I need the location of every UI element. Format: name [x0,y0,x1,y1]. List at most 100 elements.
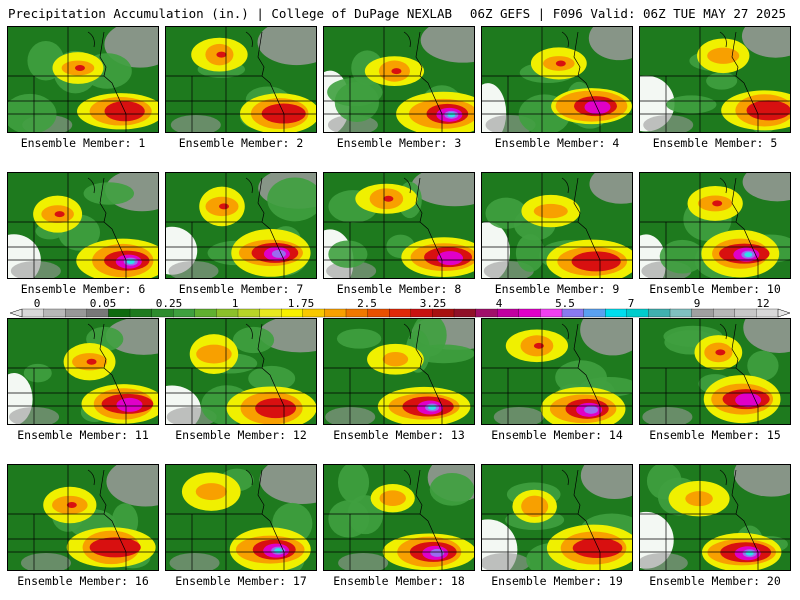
colorbar-swatch [583,308,606,318]
ensemble-member-map [323,464,475,571]
colorbar-swatch [21,308,45,318]
colorbar-tick-label: 12 [756,298,769,310]
precip-map [166,319,316,424]
colorbar-swatch [324,308,347,318]
colorbar-tick-label: 4 [496,298,503,310]
ensemble-member-map [7,26,159,133]
ensemble-member-label: Ensemble Member: 16 [17,574,149,588]
precip-map [166,173,316,278]
precip-map [324,319,474,424]
colorbar-swatch [281,308,304,318]
precip-map [640,173,790,278]
precip-colorbar: 0 0.05 0.25 1 1.75 2.5 3.25 4 5.5 7 9 12 [8,298,792,320]
ensemble-member-label: Ensemble Member: 3 [336,136,462,150]
ensemble-member-label: Ensemble Member: 15 [649,428,781,442]
precip-map [166,465,316,570]
colorbar-swatch [43,308,66,318]
colorbar-swatch [216,308,239,318]
ensemble-member-label: Ensemble Member: 18 [333,574,465,588]
precip-map [640,319,790,424]
ensemble-member-label: Ensemble Member: 2 [178,136,304,150]
precip-map [640,27,790,132]
colorbar-swatch [173,308,196,318]
colorbar-swatch [86,308,110,318]
ensemble-member-label: Ensemble Member: 17 [175,574,307,588]
colorbar-tick-label: 9 [694,298,701,310]
colorbar-max-arrow [777,308,791,318]
colorbar-swatch [129,308,153,318]
colorbar-swatch [237,308,261,318]
colorbar-tick-label: 0.25 [156,298,183,310]
colorbar-tick-label: 1 [232,298,239,310]
colorbar-swatch [669,308,693,318]
ensemble-member-map [165,464,317,571]
colorbar-tick-label: 0.05 [90,298,117,310]
colorbar-tick-label: 2.5 [357,298,377,310]
colorbar-swatch [259,308,282,318]
colorbar-swatch [605,308,628,318]
precip-map [482,173,632,278]
ensemble-member-label: Ensemble Member: 13 [333,428,465,442]
colorbar-swatch [389,308,412,318]
precip-map [324,465,474,570]
ensemble-member-label: Ensemble Member: 19 [491,574,623,588]
ensemble-member-label: Ensemble Member: 4 [494,136,620,150]
colorbar-swatch [65,308,88,318]
ensemble-member-label: Ensemble Member: 20 [649,574,781,588]
ensemble-member-label: Ensemble Member: 7 [178,282,304,296]
ensemble-member-map [7,318,159,425]
ensemble-member-label: Ensemble Member: 11 [17,428,149,442]
ensemble-member-map [323,26,475,133]
colorbar-swatch [194,308,218,318]
colorbar-swatch [108,308,131,318]
ensemble-member-map [481,26,633,133]
ensemble-member-map [481,172,633,279]
colorbar-swatch [561,308,585,318]
colorbar-swatch [691,308,714,318]
ensemble-member-map [481,318,633,425]
colorbar-tick-label: 5.5 [555,298,575,310]
precip-map [482,27,632,132]
ensemble-member-map [639,26,791,133]
colorbar-swatch [302,308,326,318]
ensemble-member-map [639,172,791,279]
precip-map [8,319,158,424]
ensemble-member-map [7,172,159,279]
ensemble-member-map [165,318,317,425]
ensemble-member-label: Ensemble Member: 1 [20,136,146,150]
precip-map [324,173,474,278]
ensemble-member-map [639,318,791,425]
colorbar-min-arrow [9,308,23,318]
precip-map [482,465,632,570]
ensemble-member-label: Ensemble Member: 12 [175,428,307,442]
colorbar-graphic: 0 0.05 0.25 1 1.75 2.5 3.25 4 5.5 7 9 12 [9,298,791,318]
precip-map [166,27,316,132]
colorbar-swatch [497,308,520,318]
colorbar-tick-label: 3.25 [420,298,447,310]
ensemble-member-map [323,318,475,425]
colorbar-tick-label: 1.75 [288,298,315,310]
precip-map [8,465,158,570]
colorbar-swatch [432,308,455,318]
precip-map [8,173,158,278]
colorbar-swatch [518,308,542,318]
ensemble-member-map [165,26,317,133]
colorbar-swatch [367,308,390,318]
ensemble-member-label: Ensemble Member: 8 [336,282,462,296]
colorbar-swatch [734,308,758,318]
precip-map [8,27,158,132]
ensemble-member-map [481,464,633,571]
colorbar-swatch [713,308,736,318]
colorbar-tick-label: 7 [628,298,635,310]
precip-map [324,27,474,132]
ensemble-member-label: Ensemble Member: 6 [20,282,146,296]
ensemble-member-label: Ensemble Member: 9 [494,282,620,296]
colorbar-swatch [626,308,650,318]
colorbar-swatch [453,308,477,318]
ensemble-member-map [7,464,159,571]
colorbar-swatch [648,308,671,318]
model-run-info: 06Z GEFS | F096 Valid: 06Z TUE MAY 27 20… [469,6,786,21]
ensemble-member-label: Ensemble Member: 14 [491,428,623,442]
map-title: Precipitation Accumulation (in.) | Colle… [8,6,453,21]
ensemble-member-map [323,172,475,279]
